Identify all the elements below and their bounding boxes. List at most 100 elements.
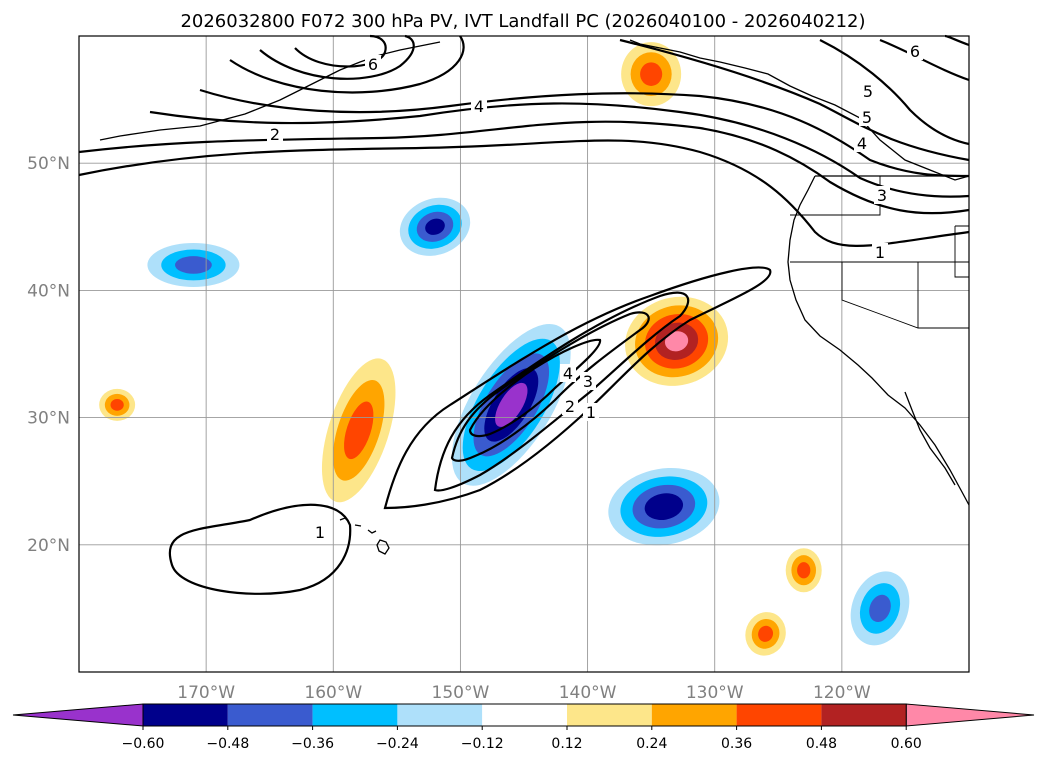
pv-contour-2-trough — [433, 291, 690, 492]
anomaly-negative — [399, 197, 471, 256]
colorbar-swatch — [651, 704, 737, 726]
contour-label-bg — [365, 55, 381, 73]
anomaly-positive — [99, 388, 136, 421]
colorbar-tick-label: −0.24 — [376, 736, 419, 752]
colorbar-swatch — [312, 704, 398, 726]
pv-contour-5-north — [229, 35, 970, 162]
colorbar-swatch — [821, 704, 907, 726]
colorbar-tick-label: −0.36 — [291, 736, 334, 752]
contour-label-bg — [859, 108, 875, 126]
shaded-anomalies — [99, 42, 910, 656]
anomaly-level — [110, 398, 124, 411]
pv-contour-4-north — [199, 88, 970, 178]
x-tick-label: 170°W — [177, 683, 235, 703]
anomaly-negative — [850, 571, 910, 646]
colorbar-extend-min — [12, 703, 144, 727]
anomaly-level — [425, 218, 445, 235]
gridlines — [79, 36, 969, 672]
colorbar: −0.60 −0.48 −0.36 −0.24 −0.12 0.12 0.24 0.36 0.4… — [12, 703, 1035, 752]
colorbar-swatch — [397, 704, 483, 726]
contour-label: 5 — [863, 82, 873, 101]
contour-label-bg — [583, 403, 599, 421]
colorbar-tick-label: 0.12 — [551, 736, 582, 752]
x-tick-label: 160°W — [304, 683, 362, 703]
chart-title: 2026032800 F072 300 hPa PV, IVT Landfall… — [180, 11, 865, 32]
y-axis-ticks: 50°N 40°N 30°N 20°N — [27, 154, 70, 556]
x-tick-label: 130°W — [686, 683, 744, 703]
anomaly-positive — [785, 548, 822, 593]
pv-contour-3-north — [149, 102, 970, 198]
anomaly-positive — [745, 612, 786, 656]
contour-label: 3 — [583, 372, 593, 391]
pv-contours — [78, 34, 970, 595]
anomaly-level — [797, 562, 811, 579]
anomaly-negative — [608, 467, 720, 546]
contour-label: 1 — [875, 243, 885, 262]
contour-label-bg — [560, 364, 576, 382]
pv-contour-1-subtropical — [168, 503, 352, 595]
anomaly-positive — [625, 296, 729, 386]
colorbar-tick-label: −0.12 — [461, 736, 504, 752]
anomaly-level — [640, 62, 663, 86]
contour-label: 6 — [368, 55, 378, 74]
contour-label: 4 — [474, 97, 484, 116]
colorbar-tick-label: 0.48 — [806, 736, 837, 752]
contour-labels: 6 5 4 2 6 5 4 3 1 4 3 2 1 1 — [267, 42, 923, 542]
contour-label: 1 — [586, 403, 596, 422]
y-tick-label: 50°N — [27, 154, 70, 174]
x-tick-label: 140°W — [559, 683, 617, 703]
colorbar-swatch — [482, 704, 567, 726]
colorbar-frame — [142, 703, 907, 727]
pv-contour-7-north — [294, 34, 970, 82]
pv-contour-6-north — [259, 34, 970, 146]
pv-contour-1-trough — [383, 266, 772, 510]
contour-label-bg — [562, 397, 578, 415]
colorbar-tick-label: 0.36 — [721, 736, 752, 752]
contour-label-bg — [854, 134, 870, 152]
anomaly-level — [758, 625, 774, 642]
anomaly-level — [175, 256, 212, 274]
pv-contour-3-trough — [450, 311, 650, 462]
x-tick-label: 150°W — [432, 683, 490, 703]
contour-label: 6 — [910, 42, 920, 61]
contour-label-bg — [860, 82, 876, 100]
y-tick-label: 30°N — [27, 409, 70, 429]
contour-label: 4 — [563, 364, 573, 383]
contour-label-bg — [872, 243, 888, 261]
x-tick-label: 120°W — [813, 683, 871, 703]
anomaly-level — [344, 401, 374, 460]
anomaly-level — [664, 331, 689, 352]
colorbar-tick-label: 0.60 — [891, 736, 922, 752]
map-frame — [78, 35, 970, 673]
x-axis-ticks: 170°W 160°W 150°W 140°W 130°W 120°W — [177, 683, 871, 703]
contour-label: 4 — [857, 134, 867, 153]
contour-label-bg — [874, 186, 890, 204]
pv-contour-1-north — [78, 139, 970, 247]
contour-label: 3 — [877, 186, 887, 205]
contour-label-bg — [312, 523, 328, 541]
state-borders — [790, 176, 970, 329]
contour-label: 2 — [565, 397, 575, 416]
contour-label: 1 — [315, 523, 325, 542]
map-axes: 6 5 4 2 6 5 4 3 1 4 3 2 1 1 — [78, 34, 970, 673]
anomaly-positive — [321, 358, 396, 503]
anomaly-level — [644, 493, 684, 520]
colorbar-tick-label: −0.48 — [206, 736, 249, 752]
contour-label-bg — [580, 372, 596, 390]
pv-contour-2-north — [78, 120, 970, 215]
contour-label-bg — [471, 97, 487, 115]
y-tick-label: 20°N — [27, 536, 70, 556]
pv-contour-4-trough — [468, 338, 602, 438]
colorbar-swatch — [143, 704, 228, 726]
colorbar-extend-max — [905, 703, 1035, 727]
anomaly-level — [495, 382, 528, 427]
anomaly-level — [869, 594, 891, 623]
colorbar-tick-label: −0.60 — [122, 736, 165, 752]
anomaly-positive — [621, 42, 682, 107]
colorbar-tick-label: 0.24 — [636, 736, 667, 752]
anomaly-negative — [147, 242, 240, 287]
contour-label-bg — [267, 125, 283, 143]
contour-label: 2 — [270, 125, 280, 144]
y-tick-label: 40°N — [27, 281, 70, 301]
